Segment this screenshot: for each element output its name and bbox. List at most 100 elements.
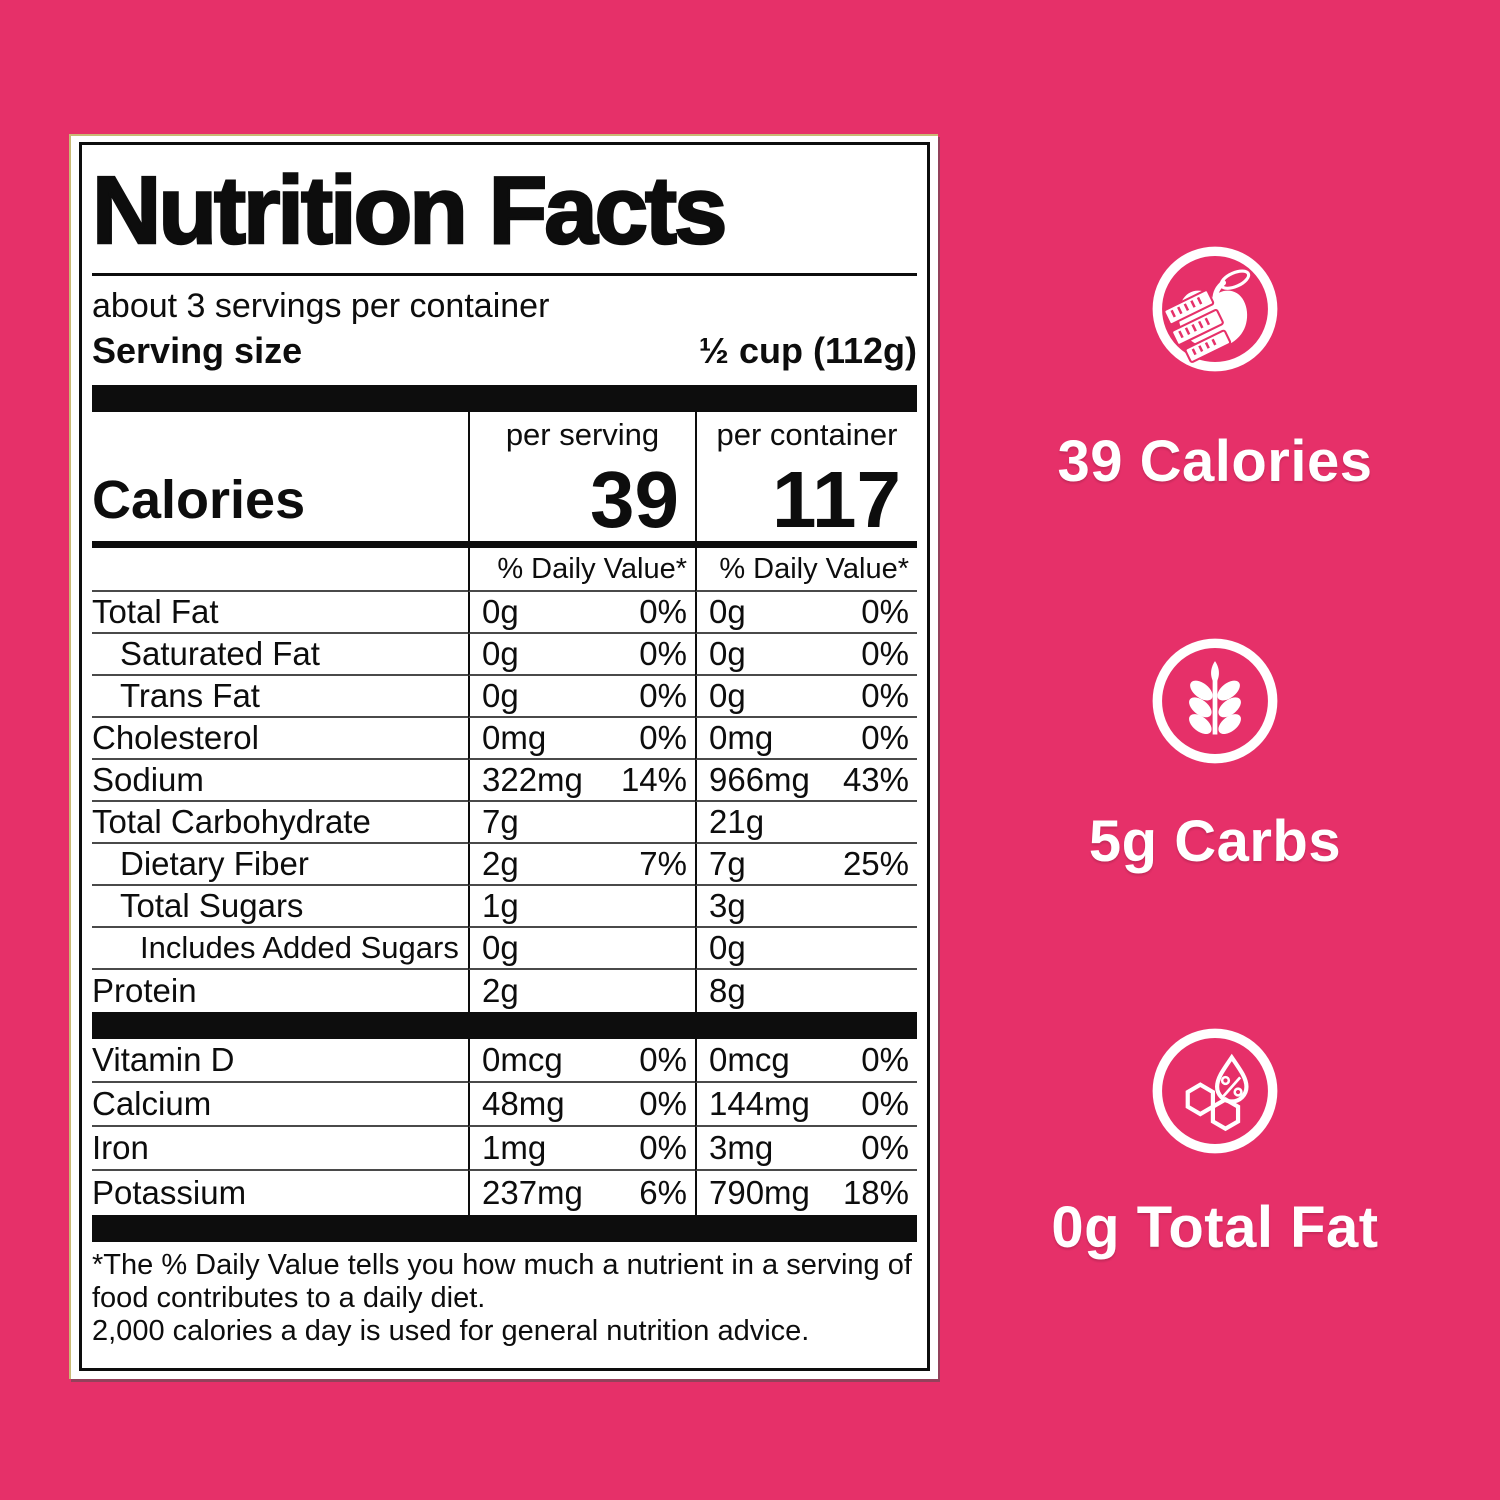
footnote-line-1: *The % Daily Value tells you how much a … (92, 1249, 912, 1314)
amount-value: 0g (482, 593, 519, 630)
nutrient-row: Total Sugars 1g 3g (92, 886, 917, 928)
nutrient-value-cell: 966mg 43% (695, 760, 917, 802)
nutrient-row: Sodium 322mg 14% 966mg 43% (92, 760, 917, 802)
nutrient-value-cell: 790mg 18% (695, 1171, 917, 1215)
nutrient-row: Iron 1mg 0% 3mg 0% (92, 1127, 917, 1171)
amount-value: 2g (482, 972, 519, 1009)
calories-label: Calories (92, 458, 468, 548)
daily-value-percent: 43% (842, 761, 909, 798)
daily-value-percent: 14% (620, 761, 687, 798)
nutrient-value-cell: 144mg 0% (695, 1083, 917, 1127)
nutrient-name: Sodium (92, 760, 468, 802)
thick-bar-top (92, 385, 917, 412)
daily-value-percent: 0% (861, 635, 909, 672)
nutrient-name: Total Carbohydrate (92, 802, 468, 844)
nutrient-row: Potassium 237mg 6% 790mg 18% (92, 1171, 917, 1215)
nutrient-name: Calcium (92, 1083, 468, 1127)
nutrient-name: Total Sugars (92, 886, 468, 928)
nutrient-value-cell: 0g 0% (695, 592, 917, 634)
daily-value-percent: 0% (639, 1129, 687, 1166)
thick-bar-middle (92, 1012, 917, 1039)
nutrient-value-cell: 0g 0% (695, 676, 917, 718)
amount-value: 790mg (709, 1174, 810, 1211)
nutrient-value-cell: 8g (695, 970, 917, 1012)
footnote-line-2: 2,000 calories a day is used for general… (92, 1315, 810, 1347)
nutrient-value-cell: 322mg 14% (468, 760, 695, 802)
daily-value-percent: 7% (639, 845, 687, 882)
nutrient-name: Vitamin D (92, 1039, 468, 1083)
nutrient-name: Iron (92, 1127, 468, 1171)
fat-percentage-icon (1150, 1026, 1280, 1156)
nutrient-name: Saturated Fat (92, 634, 468, 676)
daily-value-percent: 0% (861, 1085, 909, 1122)
nutrient-row: Saturated Fat 0g 0% 0g 0% (92, 634, 917, 676)
daily-value-header-serving: % Daily Value* (468, 548, 695, 592)
daily-value-percent: 18% (842, 1174, 909, 1211)
per-container-header: per container (695, 412, 917, 458)
apple-measuring-tape-icon (1150, 244, 1280, 374)
amount-value: 0g (482, 635, 519, 672)
serving-size-value: ½ cup (112g) (698, 330, 917, 371)
nutrient-value-cell: 0mcg 0% (468, 1039, 695, 1083)
nutrient-value-cell: 3g (695, 886, 917, 928)
nutrient-value-cell: 0g 0% (468, 634, 695, 676)
daily-value-percent: 0% (639, 1085, 687, 1122)
nutrient-value-cell: 0mg 0% (695, 718, 917, 760)
nutrient-name: Trans Fat (92, 676, 468, 718)
title-divider (92, 273, 917, 276)
nutrient-value-cell: 48mg 0% (468, 1083, 695, 1127)
nutrient-value-cell: 21g (695, 802, 917, 844)
nutrient-row: Includes Added Sugars 0g 0g (92, 928, 917, 970)
nutrient-table: Total Fat 0g 0% 0g 0% Saturated Fat 0g 0% 0g 0% Tr… (92, 592, 917, 1012)
nutrient-name: Includes Added Sugars (92, 928, 468, 970)
amount-value: 7g (709, 845, 746, 882)
amount-value: 7g (482, 803, 519, 840)
nutrient-row: Trans Fat 0g 0% 0g 0% (92, 676, 917, 718)
footnote: *The % Daily Value tells you how much a … (92, 1249, 917, 1348)
nutrient-value-cell: 0g (695, 928, 917, 970)
calories-header-row: per serving per container (92, 412, 917, 458)
daily-value-percent: 0% (639, 593, 687, 630)
nutrient-row: Dietary Fiber 2g 7% 7g 25% (92, 844, 917, 886)
daily-value-percent: 0% (861, 719, 909, 756)
nutrition-facts-title: Nutrition Facts (91, 157, 729, 264)
nutrient-value-cell: 237mg 6% (468, 1171, 695, 1215)
daily-value-percent: 0% (861, 1041, 909, 1078)
daily-value-percent: 0% (639, 1041, 687, 1078)
nutrient-row: Protein 2g 8g (92, 970, 917, 1012)
amount-value: 0mcg (709, 1041, 790, 1078)
amount-value: 21g (709, 803, 765, 840)
amount-value: 0g (709, 635, 746, 672)
nutrient-value-cell: 7g 25% (695, 844, 917, 886)
nutrient-row: Total Fat 0g 0% 0g 0% (92, 592, 917, 634)
daily-value-percent: 25% (842, 845, 909, 882)
amount-value: 0mcg (482, 1041, 563, 1078)
nutrition-label-panel: Nutrition Facts about 3 servings per con… (69, 134, 938, 1379)
amount-value: 0g (709, 593, 746, 630)
nutrient-value-cell: 7g (468, 802, 695, 844)
nutrient-value-cell: 2g 7% (468, 844, 695, 886)
nutrient-name: Dietary Fiber (92, 844, 468, 886)
amount-value: 3mg (709, 1129, 774, 1166)
nutrient-name: Cholesterol (92, 718, 468, 760)
nutrient-value-cell: 1g (468, 886, 695, 928)
daily-value-percent: 0% (861, 593, 909, 630)
amount-value: 0g (709, 677, 746, 714)
amount-value: 2g (482, 845, 519, 882)
amount-value: 48mg (482, 1085, 565, 1122)
daily-value-percent: 6% (639, 1174, 687, 1211)
daily-value-percent: 0% (639, 677, 687, 714)
nutrient-row: Calcium 48mg 0% 144mg 0% (92, 1083, 917, 1127)
calories-row: Calories 39 117 (92, 458, 917, 548)
amount-value: 322mg (482, 761, 583, 798)
nutrient-name: Total Fat (92, 592, 468, 634)
amount-value: 966mg (709, 761, 810, 798)
nutrient-name: Potassium (92, 1174, 247, 1211)
daily-value-percent: 0% (639, 635, 687, 672)
amount-value: 0g (482, 929, 519, 966)
amount-value: 1g (482, 887, 519, 924)
amount-value: 0g (482, 677, 519, 714)
daily-value-header-row: % Daily Value* % Daily Value* (92, 548, 917, 592)
nutrient-value-cell: 0g 0% (695, 634, 917, 676)
serving-size-label: Serving size (92, 330, 303, 371)
